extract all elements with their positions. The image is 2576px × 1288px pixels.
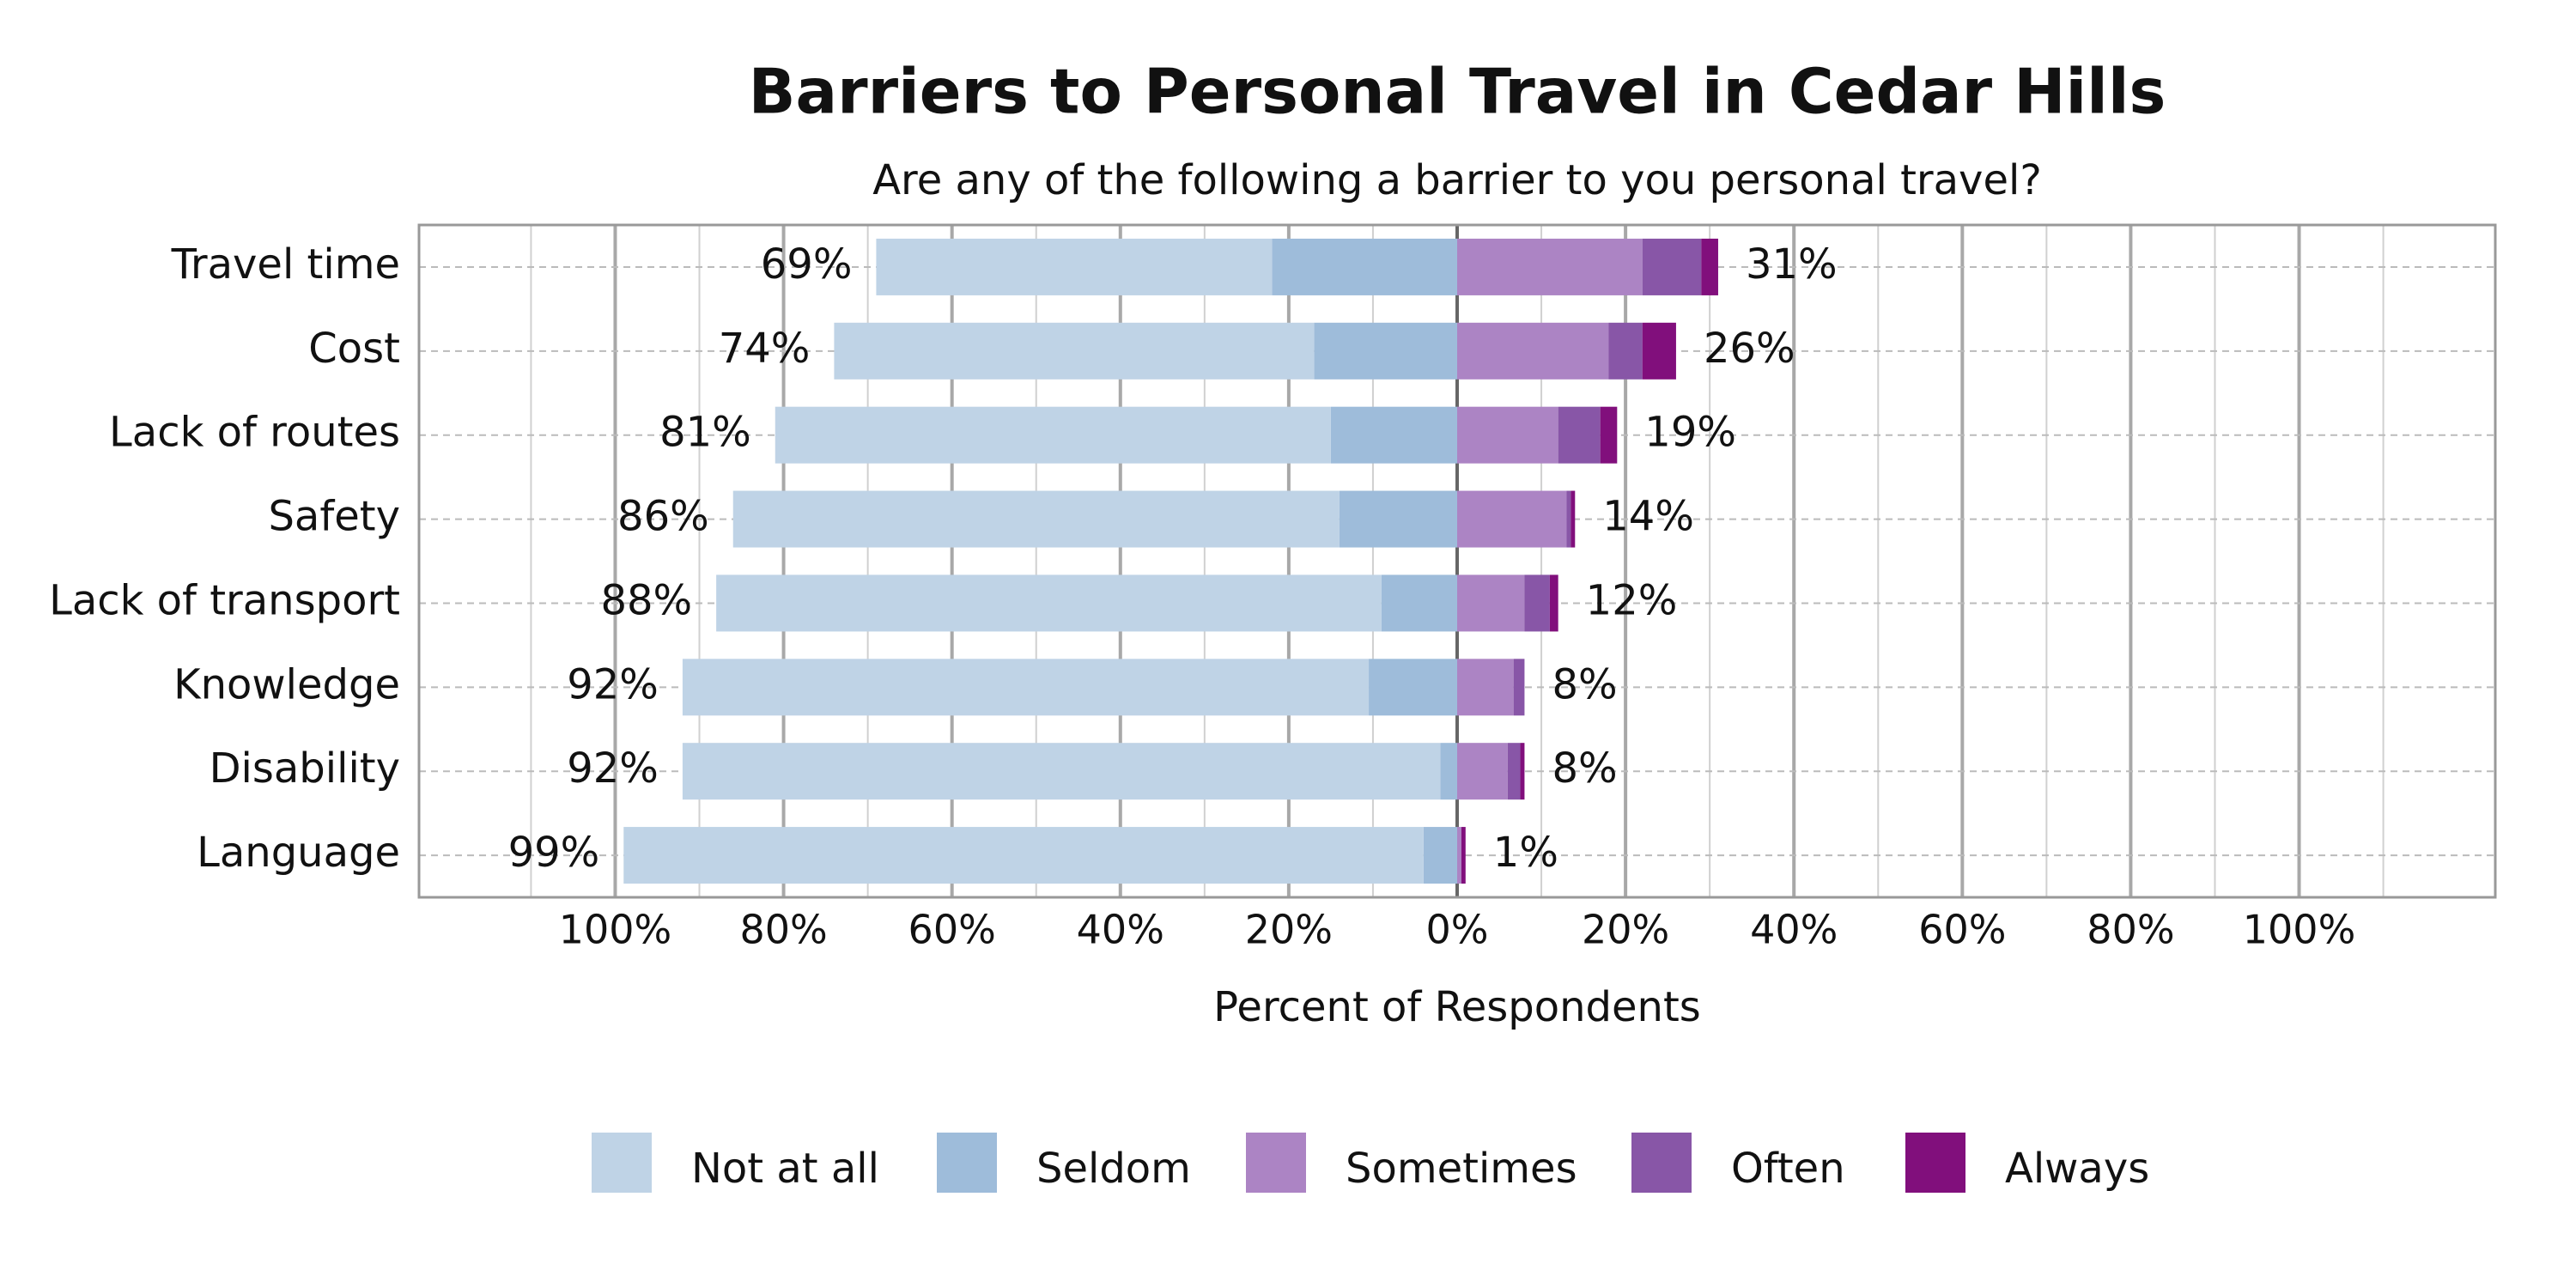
bar-segment: [1520, 743, 1525, 800]
bar-segment: [623, 827, 1424, 884]
bar-segment: [1600, 406, 1618, 464]
chart-title: Barriers to Personal Travel in Cedar Hil…: [749, 56, 2166, 128]
category-label: Language: [197, 829, 400, 877]
x-tick-label: 40%: [1077, 907, 1164, 953]
bar-segment: [1272, 238, 1457, 295]
bar-segment: [876, 238, 1273, 295]
bar-segment: [1339, 490, 1457, 548]
x-tick-label: 100%: [559, 907, 672, 953]
x-tick-label: 20%: [1582, 907, 1669, 953]
total-label: 1%: [1493, 829, 1558, 877]
legend-swatch: [1246, 1133, 1306, 1193]
bar-segment: [1381, 574, 1457, 632]
bar-segment: [1701, 238, 1718, 295]
legend-label: Often: [1731, 1145, 1845, 1193]
x-tick-label: 100%: [2243, 907, 2356, 953]
category-label: Travel time: [171, 240, 400, 289]
bar-segment: [834, 322, 1315, 380]
total-label: 26%: [1704, 325, 1795, 373]
bars: [623, 238, 1718, 884]
total-label: 31%: [1746, 240, 1838, 289]
chart-subtitle: Are any of the following a barrier to yo…: [872, 156, 2042, 204]
bar-segment: [1457, 827, 1461, 884]
category-label: Knowledge: [173, 660, 400, 708]
legend-swatch: [592, 1133, 652, 1193]
bar-segment: [1461, 827, 1466, 884]
total-label: 86%: [617, 493, 709, 541]
bar-segment: [682, 659, 1370, 716]
x-tick-label: 0%: [1426, 907, 1489, 953]
total-label: 8%: [1552, 744, 1617, 793]
bar-segment: [1642, 322, 1676, 380]
bar-segment: [716, 574, 1382, 632]
legend-label: Seldom: [1036, 1145, 1191, 1193]
labels: 100% 80% 60% 40% 20% 0% 20% 40% 60% 80% 100% Travel…: [49, 240, 2355, 953]
total-label: 69%: [761, 240, 853, 289]
total-label: 19%: [1644, 409, 1736, 457]
category-label: Lack of routes: [109, 409, 400, 457]
category-label: Safety: [268, 493, 400, 541]
bar-segment: [1549, 574, 1558, 632]
total-label: 92%: [567, 744, 659, 793]
x-axis-title: Percent of Respondents: [1213, 983, 1701, 1031]
x-tick-label: 20%: [1245, 907, 1333, 953]
bar-segment: [775, 406, 1331, 464]
category-label: Lack of transport: [49, 576, 400, 624]
category-label: Cost: [308, 325, 400, 373]
bar-segment: [1571, 490, 1576, 548]
bar-segment: [1524, 574, 1550, 632]
bar-segment: [1642, 238, 1702, 295]
total-label: 81%: [659, 409, 751, 457]
legend: Not at all Seldom Sometimes Often Always: [592, 1133, 2149, 1193]
x-tick-label: 40%: [1750, 907, 1838, 953]
bar-segment: [1330, 406, 1457, 464]
legend-label: Always: [2005, 1145, 2149, 1193]
bar-segment: [1314, 322, 1457, 380]
x-tick-label: 60%: [908, 907, 996, 953]
bar-segment: [1457, 574, 1525, 632]
bar-segment: [1457, 659, 1514, 716]
legend-swatch: [1905, 1133, 1965, 1193]
legend-label: Not at all: [691, 1145, 879, 1193]
bar-segment: [1457, 743, 1508, 800]
bar-segment: [1608, 322, 1643, 380]
bar-segment: [1457, 238, 1643, 295]
bar-segment: [1457, 322, 1609, 380]
total-label: 74%: [719, 325, 811, 373]
total-label: 8%: [1552, 660, 1617, 708]
legend-label: Sometimes: [1346, 1145, 1577, 1193]
bar-segment: [1457, 490, 1567, 548]
bar-segment: [1440, 743, 1457, 800]
bar-segment: [1457, 406, 1558, 464]
bar-segment: [1507, 743, 1521, 800]
x-tick-label: 60%: [1918, 907, 2006, 953]
category-label: Disability: [210, 744, 400, 793]
bar-segment: [732, 490, 1340, 548]
total-label: 99%: [508, 829, 600, 877]
x-tick-label: 80%: [2087, 907, 2174, 953]
bar-segment: [1513, 659, 1525, 716]
bar-segment: [1369, 659, 1457, 716]
x-tick-label: 80%: [739, 907, 827, 953]
legend-swatch: [937, 1133, 997, 1193]
total-label: 12%: [1586, 576, 1678, 624]
legend-swatch: [1631, 1133, 1692, 1193]
total-label: 14%: [1602, 493, 1694, 541]
plot-frame: [417, 223, 2497, 899]
total-label: 88%: [600, 576, 692, 624]
bar-segment: [1566, 490, 1571, 548]
total-label: 92%: [567, 660, 659, 708]
bar-segment: [1423, 827, 1457, 884]
bar-segment: [1558, 406, 1601, 464]
bar-segment: [682, 743, 1441, 800]
